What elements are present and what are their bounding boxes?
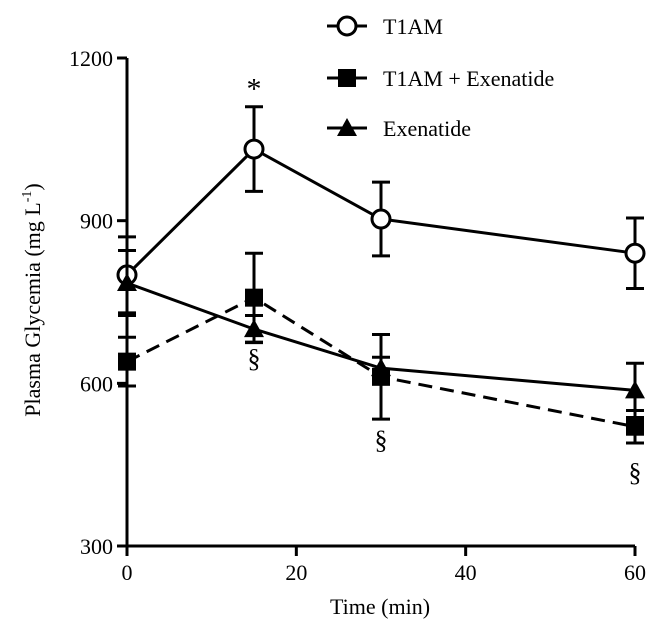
significance-star: *: [247, 73, 262, 106]
series-2: [118, 251, 644, 445]
data-point: [370, 208, 392, 230]
y-tick-label: 900: [80, 209, 113, 234]
data-point: [371, 358, 391, 377]
data-point: [626, 417, 644, 436]
legend-marker: [338, 69, 356, 87]
legend-item-2: T1AM + Exenatide: [327, 66, 554, 91]
significance-section-mark: §: [629, 458, 642, 487]
legend-item-3: Exenatide: [327, 116, 471, 141]
y-axis-label-sup: -1: [20, 191, 35, 203]
significance-section-mark: §: [375, 425, 388, 454]
significance-section-mark: §: [248, 344, 261, 373]
legend-label: T1AM: [383, 14, 443, 39]
legend-marker: [336, 15, 358, 37]
series-1: [116, 105, 646, 315]
y-tick-label: 1200: [69, 46, 113, 71]
legend-marker: [337, 118, 357, 136]
y-tick-label: 300: [80, 534, 113, 559]
y-tick-label: 600: [80, 371, 113, 396]
data-point: [244, 319, 264, 338]
x-tick-label: 0: [122, 560, 133, 585]
series-line: [125, 147, 636, 276]
y-axis-label-main: Plasma Glycemia (mg L: [20, 202, 45, 416]
legend-item-1: T1AM: [327, 14, 443, 39]
x-tick-label: 20: [285, 560, 307, 585]
data-point: [117, 273, 137, 292]
x-tick-label: 60: [624, 560, 646, 585]
data-point: [624, 242, 646, 264]
annotations: * § § §: [247, 73, 642, 487]
legend: T1AM T1AM + Exenatide Exenatide: [327, 14, 554, 141]
x-axis-label: Time (min): [330, 594, 430, 619]
series-line: [126, 281, 636, 392]
data-point: [625, 380, 645, 399]
x-tick-label: 40: [455, 560, 477, 585]
data-point: [245, 288, 263, 307]
series-line: [126, 295, 636, 429]
y-axis-label-close: ): [20, 183, 45, 190]
series-3: [117, 248, 645, 419]
series-layer: [116, 105, 646, 445]
data-point: [243, 138, 265, 160]
data-point: [118, 352, 136, 371]
axes: 0 20 40 60 300 600 900 1200: [69, 46, 646, 585]
legend-label: Exenatide: [383, 116, 471, 141]
legend-label: T1AM + Exenatide: [383, 66, 554, 91]
y-axis-label: Plasma Glycemia (mg L-1): [20, 183, 45, 416]
